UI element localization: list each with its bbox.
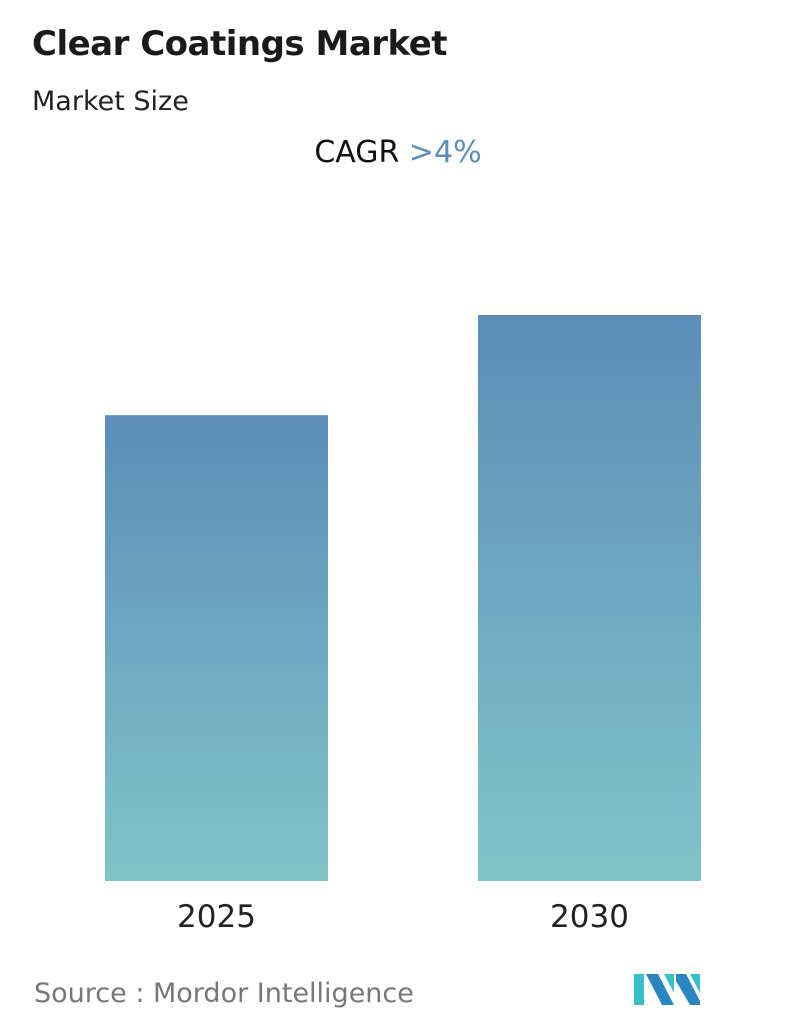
cagr-annotation: CAGR >4% xyxy=(0,135,796,170)
chart-title: Clear Coatings Market xyxy=(32,24,448,64)
cagr-label: CAGR xyxy=(314,135,400,170)
x-tick-label: 2030 xyxy=(550,899,629,935)
source-note: Source : Mordor Intelligence xyxy=(34,978,414,1009)
x-tick-label: 2025 xyxy=(177,899,256,935)
cagr-value: >4% xyxy=(408,135,482,170)
mordor-logo-icon xyxy=(634,974,700,1005)
bar-2030 xyxy=(478,315,701,881)
bar-chart: 2025 2030 xyxy=(105,315,701,935)
chart-subtitle: Market Size xyxy=(32,86,189,117)
bar-2025 xyxy=(105,415,328,881)
